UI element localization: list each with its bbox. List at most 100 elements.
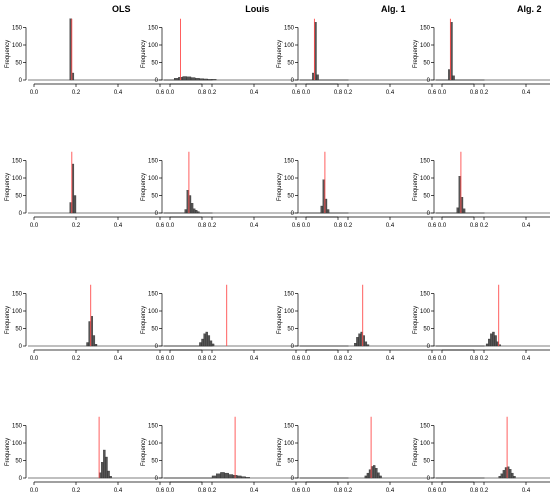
y-tick-label: 100 [148,176,159,182]
x-tick-label: 0.4 [114,223,123,229]
histogram-bar [182,76,187,81]
y-tick-label: 150 [12,424,23,430]
y-axis-label: Frequency [5,438,11,466]
y-tick-label: 0 [19,211,23,217]
x-tick-label: 0.0 [30,223,39,229]
histogram-panels: Frequency 0 50 100 150 0.0 0.2 0.4 0.6 0.8 Frequen… [5,18,550,494]
histogram-bar [203,78,208,81]
panel-r2-c0: Frequency 0 50 100 150 0.0 0.2 0.4 0.6 0.8 [5,284,213,362]
y-axis-label: Frequency [413,173,419,201]
histogram-bar [377,472,380,479]
histogram-bar [326,209,330,214]
x-tick-label: 0.0 [30,488,39,494]
x-tick-label: 0.0 [438,90,447,96]
x-tick-label: 0.6 [156,488,165,494]
y-axis-label: Frequency [5,306,11,334]
x-tick-label: 0.4 [386,223,395,229]
x-tick-label: 0.2 [72,223,81,229]
x-tick-label: 0.4 [522,90,531,96]
y-tick-label: 50 [287,459,294,465]
y-tick-label: 0 [291,476,295,482]
y-axis-label: Frequency [141,438,147,466]
y-tick-label: 150 [284,424,295,430]
y-tick-label: 50 [287,194,294,200]
histogram-bar [379,475,382,479]
histogram-bar [211,475,217,479]
x-tick-label: 0.0 [166,223,175,229]
y-axis-label: Frequency [5,173,11,201]
y-tick-label: 50 [151,327,158,333]
y-tick-label: 100 [420,441,431,447]
x-tick-label: 0.8 [198,488,207,494]
y-tick-label: 150 [148,292,159,298]
y-tick-label: 150 [12,159,23,165]
x-tick-label: 0.2 [480,90,489,96]
y-tick-label: 150 [148,424,159,430]
panel-r1-c1: Frequency 0 50 100 150 0.0 0.2 0.4 0.6 0.8 [141,151,349,229]
x-tick-label: 0.0 [30,90,39,96]
y-tick-label: 0 [19,344,23,350]
x-tick-label: 0.8 [198,356,207,362]
histogram-bar [195,210,198,214]
histogram-bar [364,475,368,479]
x-tick-label: 0.8 [470,488,479,494]
x-tick-label: 0.0 [302,223,311,229]
histogram-bar [216,473,221,479]
x-tick-label: 0.4 [250,90,259,96]
x-tick-label: 0.0 [438,356,447,362]
y-tick-label: 50 [15,327,22,333]
histogram-bar [174,78,179,81]
histogram-bar [109,476,112,479]
y-tick-label: 150 [12,26,23,32]
histogram-bar [190,203,194,214]
y-tick-label: 100 [284,43,295,49]
panel-r3-c3: Frequency 0 50 100 150 0.0 0.2 0.4 0.6 0.8 [413,416,550,494]
histogram-bar [207,335,211,347]
x-tick-label: 0.4 [522,223,531,229]
histogram-bar [199,342,202,347]
histogram-bar [500,473,504,479]
histogram-bar [192,208,196,214]
x-tick-label: 0.8 [470,90,479,96]
y-tick-label: 150 [420,26,431,32]
histogram-bar [356,337,359,347]
column-title-3: Alg. 2 [517,4,542,14]
y-tick-label: 100 [12,176,23,182]
histogram-bar [224,472,229,479]
y-tick-label: 150 [284,292,295,298]
y-tick-label: 100 [420,176,431,182]
y-tick-label: 50 [423,459,430,465]
histogram-bar [492,331,495,347]
histogram-bar [186,76,192,81]
y-tick-label: 50 [15,61,22,67]
histogram-bar [190,77,196,81]
panel-r2-c2: Frequency 0 50 100 150 0.0 0.2 0.4 0.6 0.8 [277,284,485,362]
histogram-bar [205,331,208,347]
histogram-bar [511,472,514,479]
histogram-bar [456,207,459,214]
y-axis-label: Frequency [277,306,283,334]
x-tick-label: 0.2 [480,356,489,362]
histogram-bar [452,75,455,81]
histogram-bar [237,475,242,479]
x-tick-label: 0.2 [344,356,353,362]
panel-r0-c0: Frequency 0 50 100 150 0.0 0.2 0.4 0.6 0.8 [5,18,213,96]
x-tick-label: 0.4 [114,90,123,96]
x-tick-label: 0.8 [334,356,343,362]
y-tick-label: 0 [155,78,159,84]
x-tick-label: 0.8 [470,223,479,229]
x-tick-label: 0.0 [438,223,447,229]
histogram-bar [375,468,378,479]
x-tick-label: 0.6 [292,223,301,229]
panel-r0-c1: Frequency 0 50 100 150 0.0 0.2 0.4 0.6 0.8 [141,18,349,96]
histogram-bar [354,343,357,347]
histogram-bar [207,79,213,81]
y-tick-label: 100 [12,309,23,315]
y-tick-label: 150 [420,292,431,298]
histogram-bar [241,476,246,479]
y-axis-label: Frequency [277,173,283,201]
y-axis-label: Frequency [413,306,419,334]
x-tick-label: 0.2 [208,90,217,96]
panel-r0-c3: Frequency 0 50 100 150 0.0 0.2 0.4 0.6 0.8 [413,18,550,96]
y-tick-label: 50 [151,194,158,200]
